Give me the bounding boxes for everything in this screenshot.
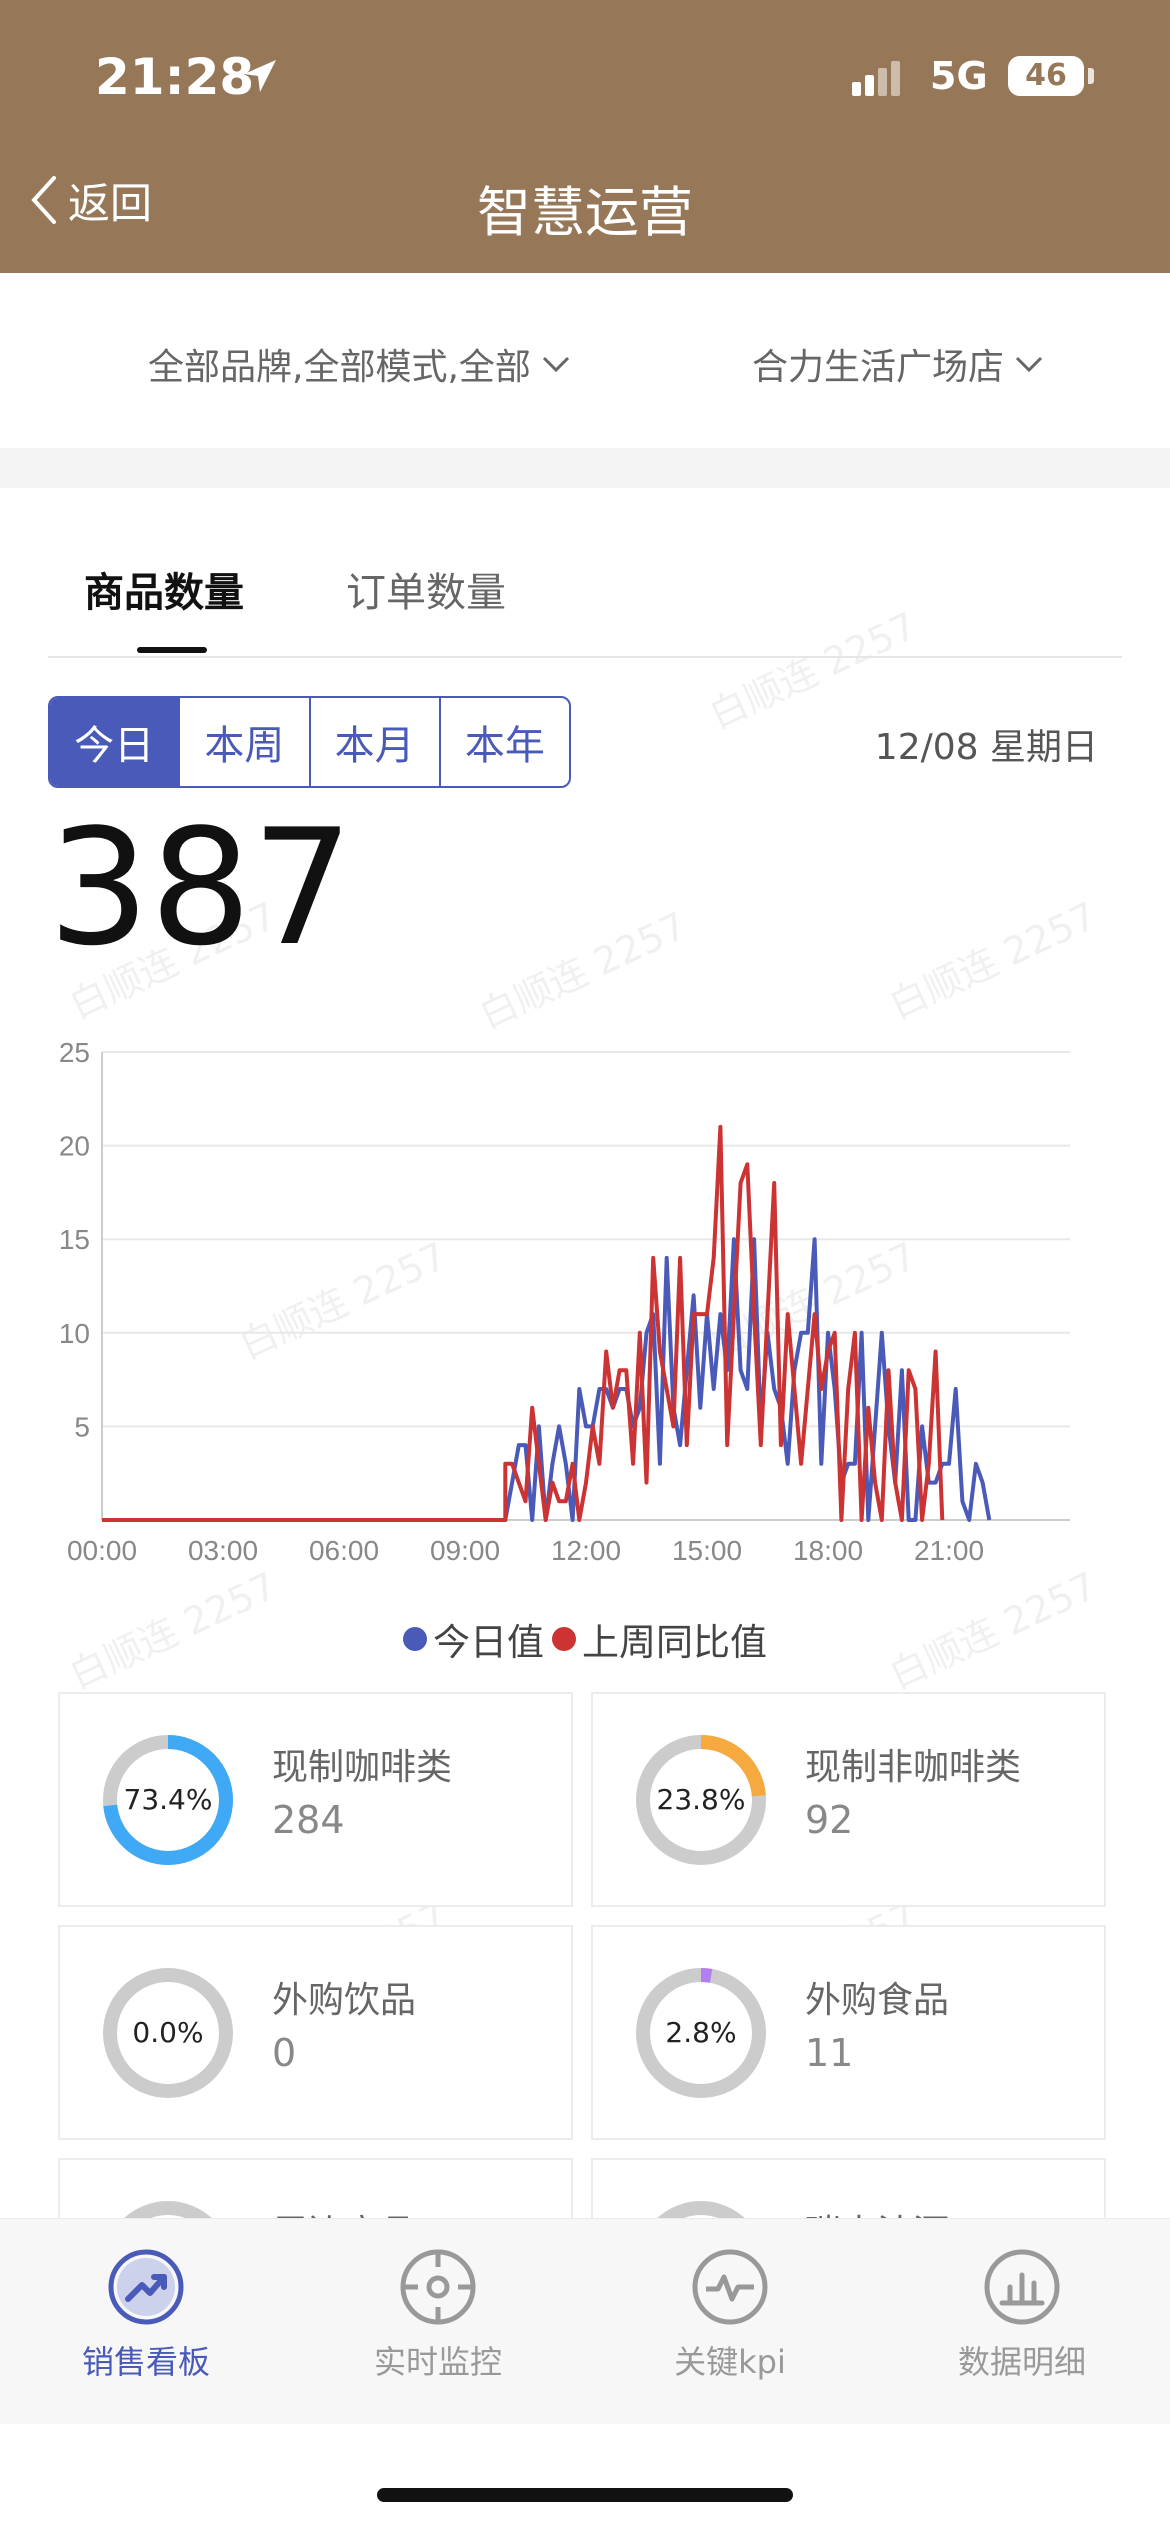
store-filter-label: 合力生活广场店 — [752, 347, 1005, 388]
watermark: 白顺连 2257 — [882, 893, 1104, 1028]
network-type: 5G — [930, 54, 988, 98]
chevron-left-icon — [31, 176, 56, 224]
category-percent: 2.8% — [665, 2016, 737, 2049]
battery-level: 46 — [1025, 58, 1067, 93]
bottom-tab-data-detail[interactable]: 数据明细 — [876, 2219, 1168, 2424]
x-tick-label: 03:00 — [188, 1535, 258, 1566]
legend-item-today: 今日值 — [403, 1612, 544, 1666]
tab-divider — [48, 656, 1122, 658]
period-selector: 今日 本周 本月 本年 — [48, 696, 571, 788]
donut-ring — [636, 1968, 766, 2098]
chevron-down-icon — [1015, 356, 1043, 373]
bottom-tab-key-kpi[interactable]: 关键kpi — [584, 2219, 876, 2424]
legend-item-last-week: 上周同比值 — [552, 1612, 767, 1666]
chevron-down-icon — [542, 356, 569, 373]
signal-icon — [852, 61, 900, 96]
status-time: 21:28 — [95, 48, 255, 106]
donut-track — [103, 1968, 233, 2098]
target-icon — [400, 2249, 476, 2325]
legend-label-today: 今日值 — [433, 1621, 544, 1664]
store-filter-dropdown[interactable]: 合力生活广场店 — [752, 338, 1044, 390]
donut-arc — [636, 1968, 766, 2098]
category-value: 284 — [272, 1798, 345, 1842]
legend-dot-today — [403, 1627, 427, 1651]
period-year-button[interactable]: 本年 — [438, 698, 569, 786]
x-tick-label: 21:00 — [914, 1535, 984, 1566]
filter-bar: 全部品牌,全部模式,全部 合力生活广场店 — [0, 273, 1170, 448]
category-card[interactable]: 0.0% 外购饮品 0 — [58, 1925, 573, 2140]
top-bar: 21:28 5G 46 返回 智慧运营 — [0, 0, 1170, 273]
chart-legend: 今日值 上周同比值 — [0, 1612, 1170, 1666]
location-arrow-icon — [244, 60, 276, 92]
donut-arc — [636, 1735, 766, 1865]
x-tick-label: 00:00 — [67, 1535, 137, 1566]
donut-arc — [103, 1735, 233, 1865]
category-value: 11 — [805, 2031, 854, 2075]
page-title: 智慧运营 — [477, 181, 693, 244]
legend-dot-last-week — [552, 1627, 576, 1651]
watermark: 白顺连 2257 — [472, 903, 694, 1038]
category-value: 92 — [805, 1798, 854, 1842]
bottom-tab-label: 数据明细 — [957, 2343, 1086, 2381]
bottom-tab-label: 关键kpi — [674, 2343, 786, 2381]
brand-filter-label: 全部品牌,全部模式,全部 — [148, 347, 531, 388]
category-card[interactable]: 2.8% 外购食品 11 — [591, 1925, 1106, 2140]
x-tick-label: 15:00 — [672, 1535, 742, 1566]
category-name: 现制非咖啡类 — [805, 1747, 1022, 1788]
x-tick-label: 18:00 — [793, 1535, 863, 1566]
category-name: 外购食品 — [805, 1980, 950, 2021]
total-count: 387 — [48, 794, 354, 981]
category-card[interactable]: 73.4% 现制咖啡类 284 — [58, 1692, 573, 1907]
trend-up-icon — [108, 2249, 184, 2325]
bottom-tab-label: 实时监控 — [373, 2343, 502, 2381]
battery-icon: 46 — [1008, 56, 1084, 96]
category-value: 0 — [272, 2031, 297, 2075]
period-month-button[interactable]: 本月 — [308, 698, 439, 786]
donut-ring — [103, 1968, 233, 2098]
x-tick-label: 06:00 — [309, 1535, 379, 1566]
x-tick-label: 12:00 — [551, 1535, 621, 1566]
line-chart: 5 10 15 20 25 00:00 03:00 06:00 09:00 12:00 15:00 1… — [59, 1037, 1070, 1566]
series-line-last-week — [102, 1124, 945, 1522]
category-name: 现制咖啡类 — [272, 1747, 453, 1788]
bottom-tab-bar: 销售看板 实时监控 关键kpi 数据明细 — [0, 2218, 1170, 2424]
donut-ring — [636, 1735, 766, 1865]
tab-indicator — [137, 647, 207, 653]
category-percent: 73.4% — [123, 1783, 213, 1816]
category-card[interactable]: 23.8% 现制非咖啡类 92 — [591, 1692, 1106, 1907]
y-tick-label: 5 — [74, 1411, 90, 1442]
y-tick-label: 20 — [59, 1131, 90, 1162]
y-tick-label: 25 — [59, 1037, 90, 1068]
bottom-tab-realtime-monitor[interactable]: 实时监控 — [292, 2219, 584, 2424]
legend-label-last-week: 上周同比值 — [582, 1621, 767, 1664]
period-week-button[interactable]: 本周 — [178, 698, 308, 786]
bottom-tab-sales-board[interactable]: 销售看板 — [0, 2219, 292, 2424]
category-percent: 0.0% — [132, 2016, 204, 2049]
y-tick-label: 10 — [59, 1318, 90, 1349]
category-percent: 23.8% — [656, 1783, 746, 1816]
pulse-icon — [692, 2249, 768, 2325]
x-tick-label: 09:00 — [430, 1535, 500, 1566]
back-button[interactable]: 返回 — [28, 170, 152, 230]
back-label: 返回 — [68, 178, 153, 228]
battery-cap — [1088, 68, 1094, 84]
period-today-button[interactable]: 今日 — [50, 698, 179, 786]
home-indicator — [377, 2488, 793, 2502]
tab-order-count[interactable]: 订单数量 — [346, 570, 506, 616]
y-tick-label: 15 — [59, 1224, 90, 1255]
current-date: 12/08 星期日 — [874, 727, 1098, 768]
donut-ring — [103, 1735, 233, 1865]
category-name: 外购饮品 — [272, 1980, 417, 2021]
series-line-today — [102, 1237, 992, 1522]
brand-filter-dropdown[interactable]: 全部品牌,全部模式,全部 — [148, 338, 571, 390]
bar-chart-icon — [984, 2249, 1060, 2325]
tab-product-count[interactable]: 商品数量 — [84, 570, 244, 616]
bottom-tab-label: 销售看板 — [81, 2343, 210, 2381]
section-divider — [0, 448, 1170, 488]
